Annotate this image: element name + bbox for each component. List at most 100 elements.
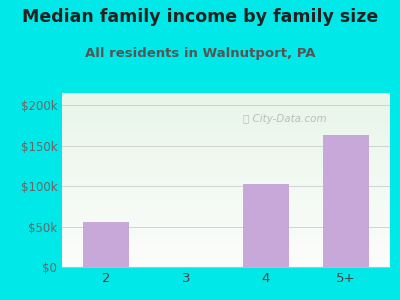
Bar — [62, 165, 390, 166]
Bar — [62, 146, 390, 148]
Bar — [62, 214, 390, 215]
Bar — [62, 187, 390, 188]
Bar — [62, 103, 390, 105]
Bar — [62, 148, 390, 149]
Bar — [323, 135, 369, 267]
Bar — [62, 204, 390, 206]
Bar — [62, 113, 390, 114]
Bar — [62, 128, 390, 129]
Text: All residents in Walnutport, PA: All residents in Walnutport, PA — [85, 46, 315, 59]
Bar — [62, 131, 390, 132]
Bar — [62, 157, 390, 158]
Bar — [62, 98, 390, 99]
Bar — [62, 233, 390, 235]
Bar — [62, 110, 390, 112]
Bar — [62, 220, 390, 222]
Bar — [62, 224, 390, 225]
Bar — [62, 184, 390, 186]
Bar — [62, 211, 390, 212]
Bar — [62, 250, 390, 251]
Bar — [62, 116, 390, 117]
Bar — [62, 239, 390, 240]
Bar — [62, 255, 390, 256]
Text: Median family income by family size: Median family income by family size — [22, 8, 378, 26]
Bar — [62, 202, 390, 203]
Bar — [62, 197, 390, 199]
Bar — [62, 153, 390, 154]
Bar — [62, 265, 390, 266]
Bar — [62, 123, 390, 124]
Bar — [62, 150, 390, 151]
Bar — [62, 164, 390, 165]
Bar — [62, 145, 390, 146]
Bar — [62, 248, 390, 250]
Bar — [62, 173, 390, 174]
Bar — [62, 94, 390, 95]
Bar — [62, 121, 390, 122]
Bar — [62, 210, 390, 211]
Bar — [62, 226, 390, 228]
Bar — [62, 102, 390, 104]
Bar — [62, 144, 390, 145]
Bar — [62, 108, 390, 109]
Bar — [62, 176, 390, 178]
Bar — [62, 158, 390, 159]
Bar — [62, 216, 390, 217]
Bar — [62, 260, 390, 261]
Bar — [62, 231, 390, 232]
Bar — [62, 115, 390, 116]
Bar — [62, 218, 390, 219]
Bar — [62, 245, 390, 246]
Bar — [62, 229, 390, 230]
Bar — [62, 254, 390, 255]
Bar — [62, 100, 390, 101]
Bar — [62, 171, 390, 172]
Bar — [62, 169, 390, 171]
Bar — [62, 243, 390, 244]
Bar — [62, 172, 390, 173]
Bar — [62, 238, 390, 239]
Bar — [62, 127, 390, 128]
Bar — [62, 189, 390, 190]
Bar — [62, 93, 390, 94]
Bar — [62, 230, 390, 231]
Bar — [62, 120, 390, 121]
Bar — [62, 182, 390, 184]
Bar — [62, 180, 390, 181]
Bar — [62, 244, 390, 245]
Bar — [62, 195, 390, 196]
Bar — [62, 178, 390, 179]
Bar — [62, 118, 390, 120]
Bar — [62, 181, 390, 182]
Bar — [62, 256, 390, 258]
Bar — [62, 192, 390, 193]
Bar — [62, 194, 390, 195]
Bar — [62, 240, 390, 242]
Bar — [62, 228, 390, 229]
Bar — [62, 237, 390, 238]
Bar — [62, 97, 390, 98]
Bar — [62, 140, 390, 141]
Bar — [62, 193, 390, 194]
Bar — [62, 160, 390, 161]
Bar — [62, 236, 390, 237]
Bar — [62, 259, 390, 260]
Bar — [62, 186, 390, 187]
Bar — [62, 99, 390, 100]
Bar — [62, 232, 390, 233]
Bar — [62, 209, 390, 210]
Bar — [62, 215, 390, 216]
Bar — [62, 252, 390, 253]
Bar — [62, 151, 390, 152]
Bar — [62, 141, 390, 142]
Bar — [62, 122, 390, 123]
Bar — [62, 246, 390, 247]
Bar — [62, 107, 390, 108]
Bar — [62, 166, 390, 167]
Bar — [62, 258, 390, 259]
Bar — [62, 152, 390, 153]
Bar — [62, 163, 390, 164]
Bar — [62, 190, 390, 192]
Bar — [62, 114, 390, 115]
Bar — [62, 223, 390, 224]
